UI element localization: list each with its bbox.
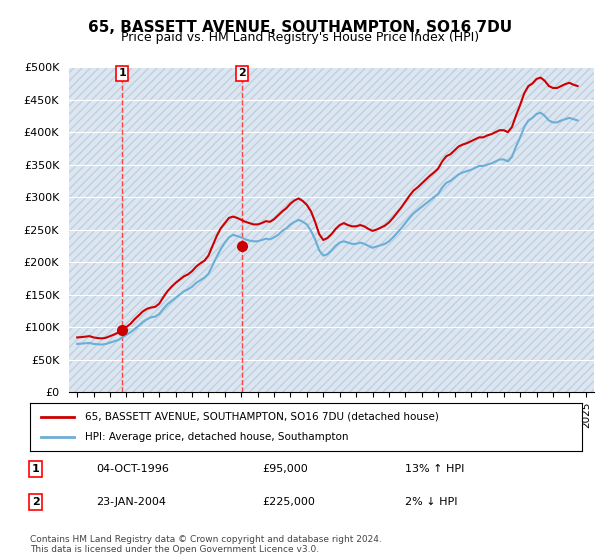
Text: 23-JAN-2004: 23-JAN-2004 [96, 497, 166, 507]
Text: £225,000: £225,000 [262, 497, 315, 507]
Text: 1: 1 [32, 464, 40, 474]
Text: 2% ↓ HPI: 2% ↓ HPI [406, 497, 458, 507]
Text: 04-OCT-1996: 04-OCT-1996 [96, 464, 169, 474]
Text: 65, BASSETT AVENUE, SOUTHAMPTON, SO16 7DU (detached house): 65, BASSETT AVENUE, SOUTHAMPTON, SO16 7D… [85, 412, 439, 422]
Text: HPI: Average price, detached house, Southampton: HPI: Average price, detached house, Sout… [85, 432, 349, 442]
Text: 1: 1 [118, 68, 126, 78]
Text: 65, BASSETT AVENUE, SOUTHAMPTON, SO16 7DU: 65, BASSETT AVENUE, SOUTHAMPTON, SO16 7D… [88, 20, 512, 35]
Text: 2: 2 [238, 68, 246, 78]
Text: Contains HM Land Registry data © Crown copyright and database right 2024.
This d: Contains HM Land Registry data © Crown c… [30, 535, 382, 554]
Text: 13% ↑ HPI: 13% ↑ HPI [406, 464, 465, 474]
Text: £95,000: £95,000 [262, 464, 308, 474]
Text: 2: 2 [32, 497, 40, 507]
Text: Price paid vs. HM Land Registry's House Price Index (HPI): Price paid vs. HM Land Registry's House … [121, 31, 479, 44]
